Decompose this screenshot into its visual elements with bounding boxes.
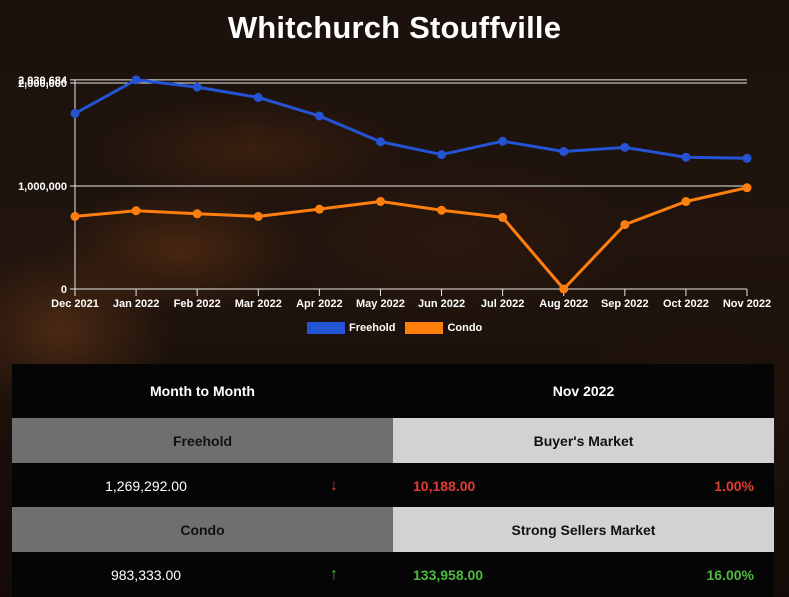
x-tick-label: Mar 2022 (235, 298, 282, 310)
freehold-data-point[interactable] (70, 108, 80, 118)
freehold-type-label: Freehold (12, 418, 393, 463)
freehold-data-point[interactable] (437, 150, 447, 160)
page-title: Whitchurch Stouffville (227, 10, 562, 45)
condo-data-point[interactable] (192, 209, 202, 219)
market-summary-table: Month to Month Nov 2022 Freehold Buyer's… (12, 364, 774, 597)
freehold-data-point[interactable] (681, 152, 691, 162)
condo-swatch (405, 322, 444, 334)
x-tick-label: Jun 2022 (418, 298, 465, 310)
condo-line (74, 186, 748, 291)
freehold-group-row: Freehold Buyer's Market (12, 418, 774, 463)
condo-data-point[interactable] (681, 197, 691, 207)
condo-data-point[interactable] (375, 196, 385, 206)
x-tick-label: Apr 2022 (296, 298, 342, 310)
condo-type-label: Condo (12, 507, 393, 552)
freehold-percent: 1.00% (714, 477, 754, 494)
x-tick-label: Sep 2022 (601, 298, 649, 310)
condo-price: 983,333.00 (110, 566, 182, 583)
x-tick-label: Jul 2022 (481, 298, 524, 310)
header-period: Nov 2022 (552, 383, 615, 399)
x-tick-label: Aug 2022 (539, 298, 588, 310)
legend-label-freehold: Freehold (349, 322, 396, 334)
freehold-data-point[interactable] (375, 137, 385, 147)
condo-data-point[interactable] (559, 284, 569, 294)
freehold-data-point[interactable] (498, 136, 508, 146)
x-axis: Dec 2021 Jan 2022 Feb 2022 Mar 2022 Apr 2022… (51, 289, 771, 310)
condo-data-point[interactable] (437, 205, 447, 215)
condo-data-point[interactable] (253, 211, 263, 221)
y-gridlines (70, 79, 747, 290)
condo-data-point[interactable] (70, 211, 80, 221)
condo-value-row: 983,333.00 ↑ 133,958.00 16.00% (12, 552, 774, 597)
freehold-line (74, 78, 748, 160)
freehold-value-row: 1,269,292.00 ↓ 10,188.00 1.00% (12, 463, 774, 508)
freehold-data-point[interactable] (559, 146, 569, 156)
freehold-data-point[interactable] (314, 111, 324, 121)
condo-group-row: Condo Strong Sellers Market (12, 507, 774, 552)
table-header-row: Month to Month Nov 2022 (12, 364, 774, 418)
x-tick-label: Feb 2022 (174, 298, 221, 310)
arrow-up-icon: ↑ (330, 565, 338, 583)
freehold-data-point[interactable] (253, 92, 263, 102)
condo-data-point[interactable] (620, 220, 630, 230)
freehold-swatch (307, 322, 345, 334)
arrow-down-icon: ↓ (330, 476, 338, 494)
condo-percent: 16.00% (706, 566, 754, 583)
y-tick-label: 2,030,684 (18, 75, 68, 87)
chart-legend: Freehold Condo (307, 322, 492, 334)
y-tick-label: 0 (61, 284, 67, 296)
condo-data-point[interactable] (131, 206, 141, 216)
freehold-change: 10,188.00 (413, 477, 476, 494)
condo-data-point[interactable] (314, 204, 324, 214)
freehold-price: 1,269,292.00 (105, 477, 187, 494)
freehold-data-point[interactable] (620, 142, 630, 152)
x-tick-label: Dec 2021 (51, 298, 99, 310)
x-tick-label: Nov 2022 (723, 298, 771, 310)
y-tick-label: 1,000,000 (18, 181, 67, 193)
freehold-market-label: Buyer's Market (393, 418, 774, 463)
condo-data-point[interactable] (742, 183, 752, 193)
x-tick-label: Jan 2022 (113, 298, 159, 310)
x-tick-label: May 2022 (356, 298, 405, 310)
condo-change: 133,958.00 (413, 566, 484, 583)
legend-label-condo: Condo (447, 322, 483, 334)
x-tick-label: Oct 2022 (663, 298, 709, 310)
condo-data-point[interactable] (498, 212, 508, 222)
freehold-data-point[interactable] (742, 153, 752, 163)
y-tick-label: 2,000,000 (18, 78, 67, 90)
condo-market-label: Strong Sellers Market (393, 507, 774, 552)
series-lines (70, 75, 752, 294)
legend-item-freehold[interactable]: Freehold (307, 322, 395, 334)
freehold-data-point[interactable] (131, 75, 141, 85)
header-month-to-month: Month to Month (150, 383, 255, 399)
freehold-data-point[interactable] (192, 82, 202, 92)
legend-item-condo[interactable]: Condo (405, 322, 482, 334)
